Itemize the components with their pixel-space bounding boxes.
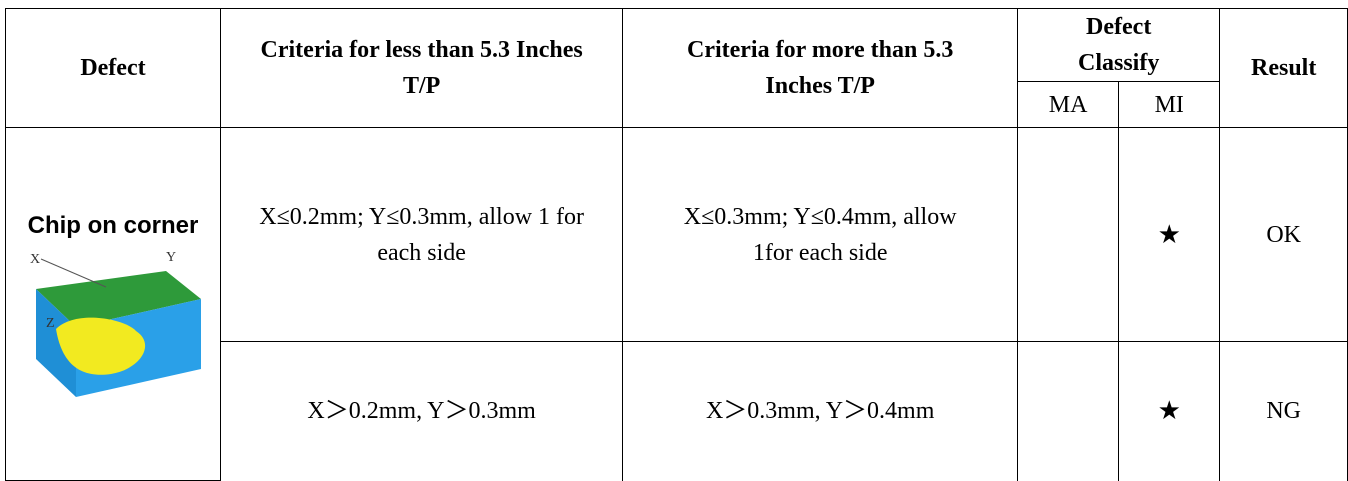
star-cell: ★ [1118,341,1221,481]
result-cell: OK [1219,127,1348,342]
star-cell: ★ [1118,127,1221,342]
defect-illustration: X Y Z [30,250,201,397]
header-cell: MI [1118,81,1221,128]
svg-text:Y: Y [166,250,176,265]
header-cell: Result [1219,8,1348,128]
svg-text:Z: Z [46,316,55,331]
empty-cell [1016,127,1120,342]
criteria-cell: X≤0.3mm; Y≤0.4mm, allow 1for each side [622,127,1018,342]
result-cell: NG [1219,341,1348,481]
defect-name: Chip on corner [27,212,199,239]
criteria-cell: X≤0.2mm; Y≤0.3mm, allow 1 for each side [219,127,624,342]
header-cell: Defect Classify [1016,8,1221,82]
svg-text:X: X [30,252,40,267]
header-cell: Defect [5,8,221,128]
header-cell: Criteria for more than 5.3 Inches T/P [622,8,1018,128]
defect-cell: Chip on corner X Y Z [5,127,221,481]
header-cell: MA [1016,81,1120,128]
empty-cell [1016,341,1120,481]
criteria-cell: X＞0.2mm, Y＞0.3mm [219,341,624,481]
criteria-table: Defect Criteria for less than 5.3 Inches… [5,8,1348,481]
header-cell: Criteria for less than 5.3 Inches T/P [219,8,624,128]
criteria-cell: X＞0.3mm, Y＞0.4mm [622,341,1018,481]
